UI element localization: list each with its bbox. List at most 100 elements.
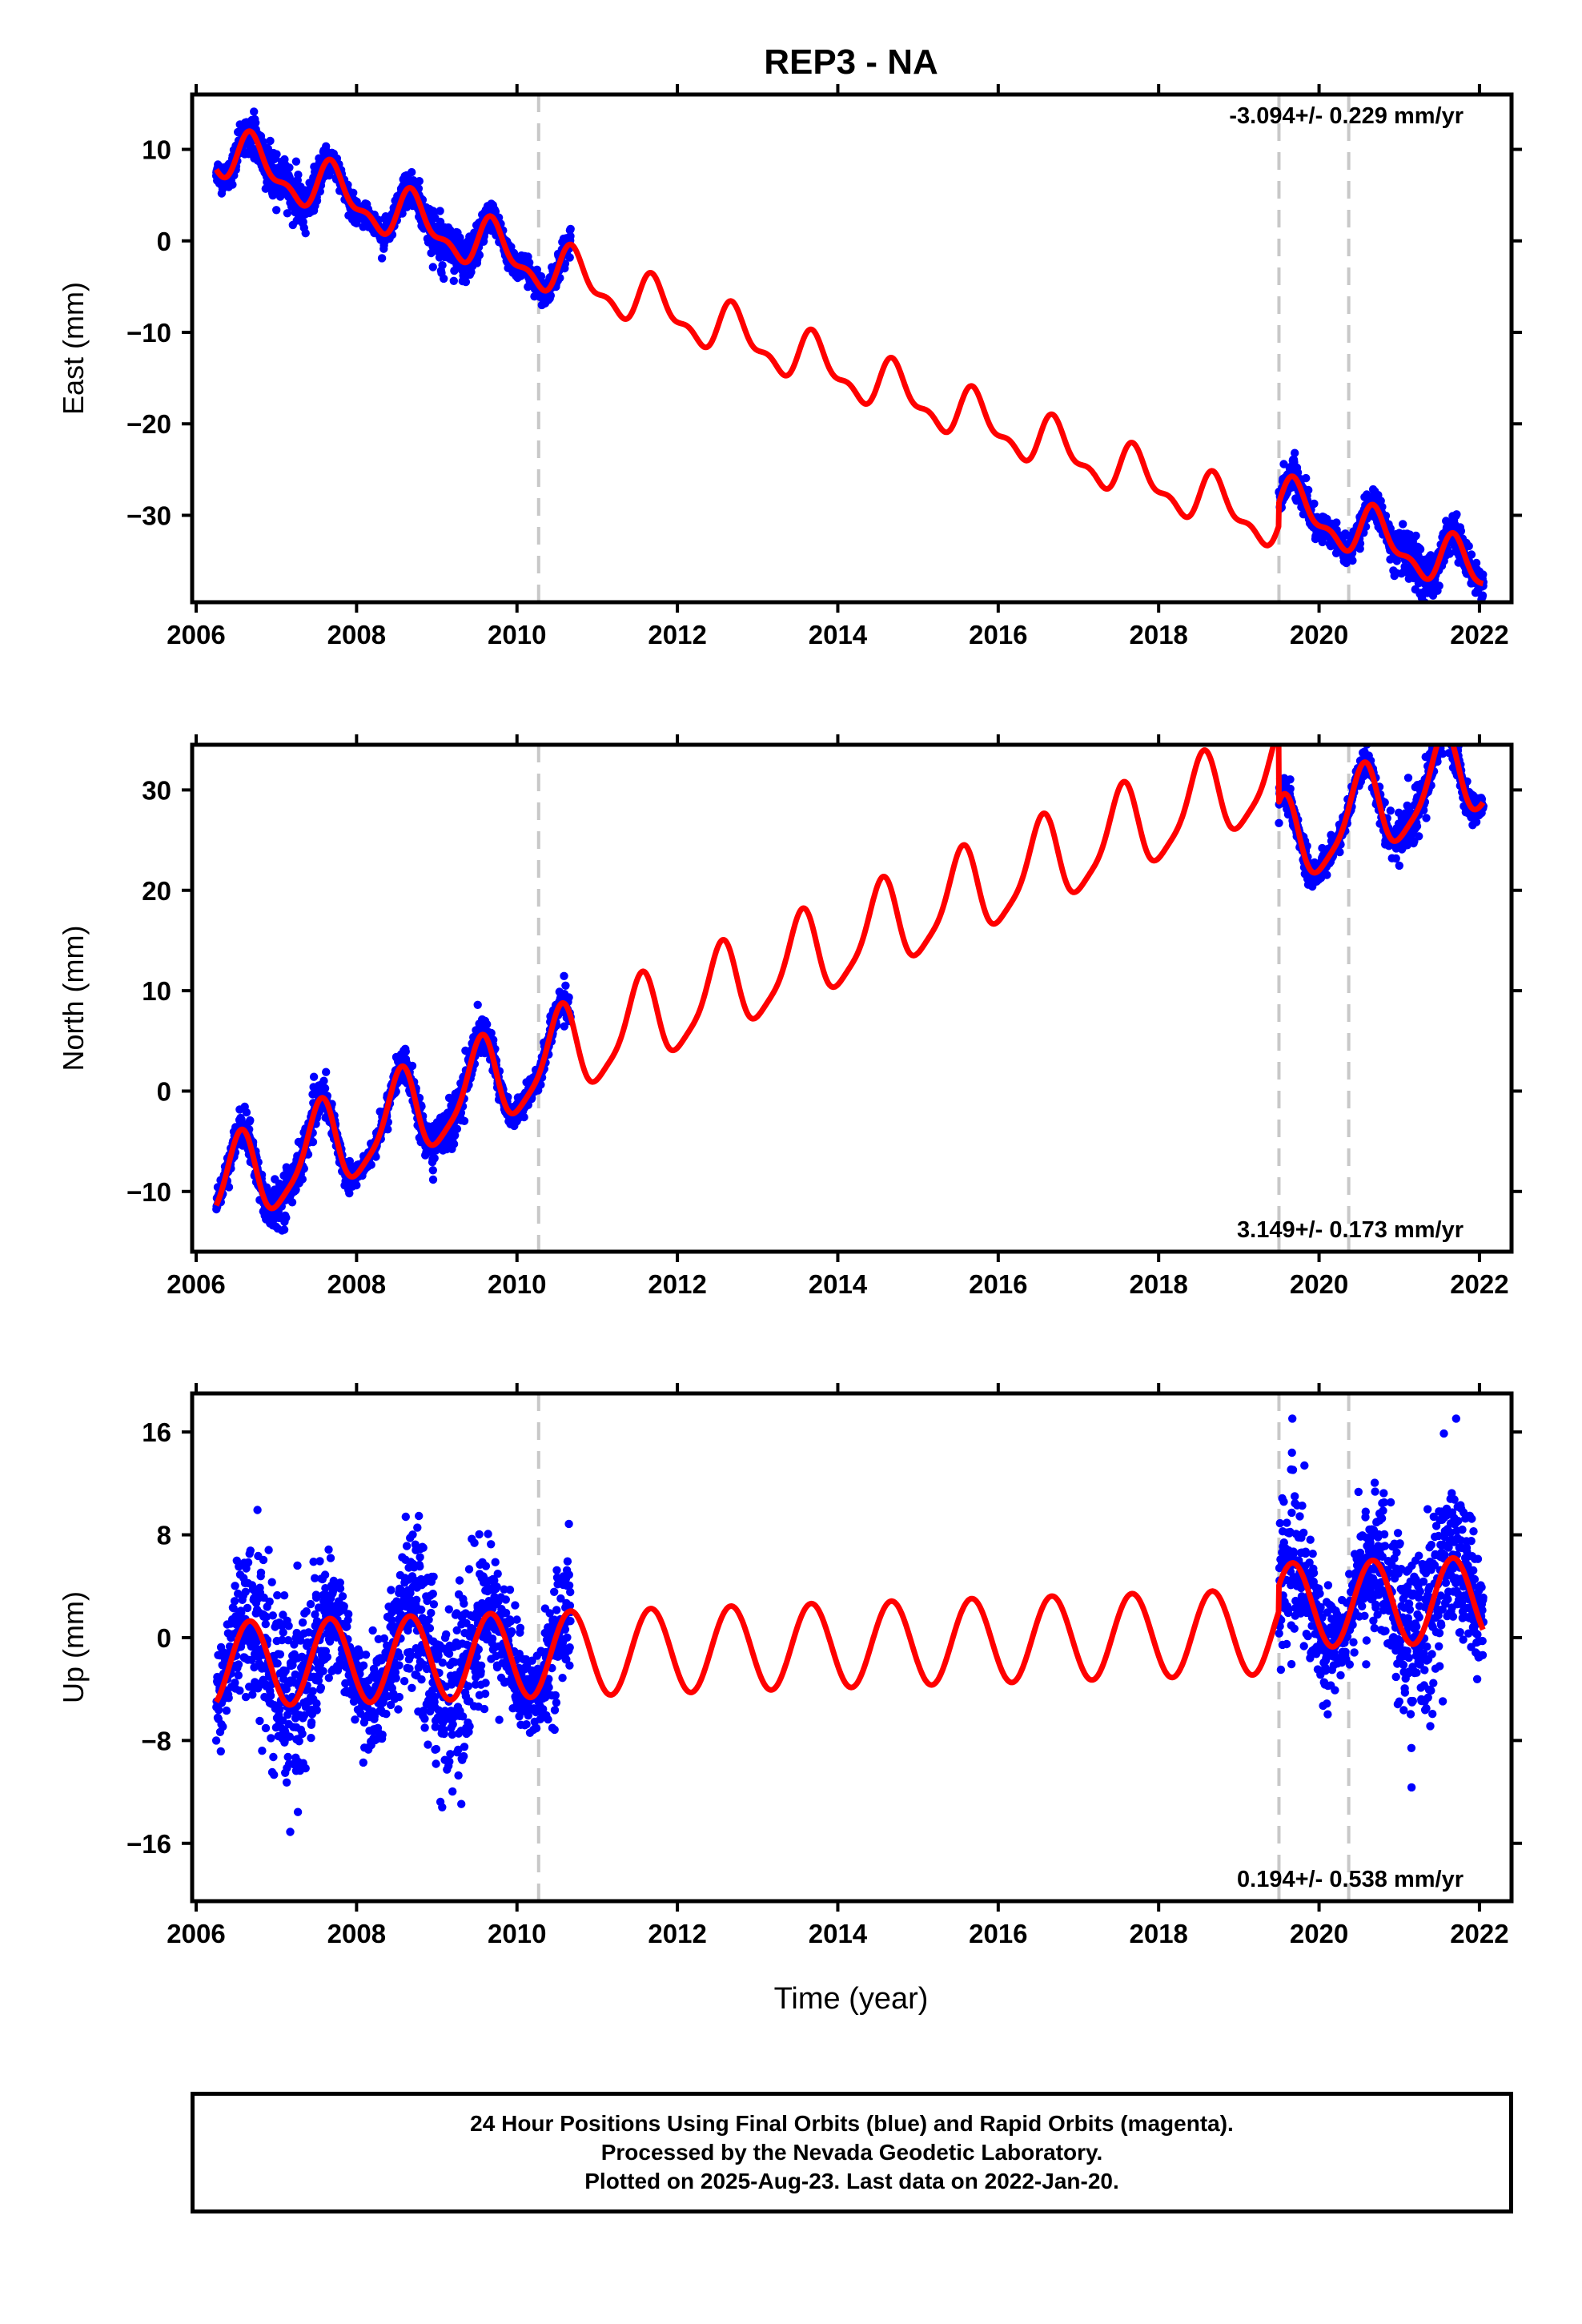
data-point — [267, 1734, 275, 1743]
data-point — [1442, 727, 1450, 735]
data-point — [1286, 784, 1295, 794]
data-point — [291, 157, 301, 166]
data-point — [1449, 734, 1457, 742]
data-point — [436, 207, 444, 215]
data-point — [320, 1084, 330, 1093]
data-point — [272, 150, 281, 159]
data-point — [246, 1546, 255, 1555]
panels: 2006 2008 2010 2012 2014 2016 2018 2020 2022100−… — [57, 84, 1522, 1948]
data-point — [228, 180, 237, 189]
data-point — [475, 251, 484, 259]
data-point — [1433, 734, 1441, 742]
data-point — [1434, 718, 1442, 726]
data-point — [272, 206, 281, 215]
data-point — [211, 1736, 221, 1745]
data-point — [460, 1116, 469, 1126]
panel-east: 2006 2008 2010 2012 2014 2016 2018 2020 2022100−… — [57, 84, 1522, 649]
east-rate-label: -3.094+/- 0.229 mm/yr — [1229, 103, 1464, 129]
data-point — [1449, 732, 1457, 740]
data-point — [1444, 734, 1452, 742]
data-point — [1452, 731, 1460, 739]
data-point — [483, 1019, 492, 1029]
data-point — [322, 1068, 331, 1076]
data-point — [273, 1659, 282, 1668]
data-point — [283, 1752, 292, 1762]
data-point — [1448, 717, 1456, 725]
y-tick-label: −10 — [126, 1177, 171, 1207]
data-point — [1440, 722, 1448, 730]
data-point — [295, 1737, 303, 1746]
data-point — [1479, 570, 1488, 579]
east-y-axis-label: East (mm) — [57, 282, 90, 415]
data-point — [1415, 545, 1425, 554]
data-point — [251, 119, 260, 127]
data-point — [264, 1546, 273, 1554]
data-point — [279, 1591, 289, 1600]
data-point — [1467, 550, 1476, 559]
data-point — [266, 1691, 275, 1700]
data-point — [224, 1694, 233, 1703]
x-tick-label: 2022 — [1450, 620, 1508, 649]
data-point — [1446, 725, 1454, 733]
data-point — [1438, 715, 1446, 723]
y-tick-label: −10 — [126, 318, 171, 348]
data-point — [428, 1166, 437, 1175]
data-point — [234, 1660, 243, 1669]
x-tick-label: 2018 — [1129, 1269, 1187, 1299]
data-point — [452, 1124, 462, 1133]
data-point — [1443, 713, 1452, 721]
data-point — [216, 1747, 225, 1756]
data-point — [461, 277, 471, 287]
data-point — [1403, 774, 1413, 782]
data-point — [261, 1619, 270, 1629]
data-point — [301, 229, 310, 238]
x-tick-label: 2016 — [969, 1269, 1027, 1299]
data-point — [1435, 726, 1443, 734]
data-point — [287, 1198, 297, 1207]
data-point — [1438, 732, 1446, 740]
data-point — [219, 1722, 227, 1731]
data-point — [307, 1734, 315, 1743]
data-point — [566, 231, 575, 241]
data-point — [259, 1555, 268, 1565]
data-point — [1478, 591, 1488, 600]
data-point — [1444, 718, 1452, 726]
north-frame — [190, 742, 1514, 1254]
panel-up: 2006 2008 2010 2012 2014 2016 2018 2020 20221680… — [57, 1383, 1522, 1948]
y-tick-label: 0 — [157, 1076, 171, 1106]
data-point — [312, 196, 322, 205]
x-tick-label: 2018 — [1129, 620, 1187, 649]
data-point — [255, 1716, 264, 1726]
data-point — [1431, 734, 1439, 742]
x-tick-label: 2010 — [488, 1269, 546, 1299]
data-point — [1442, 726, 1450, 734]
data-point — [349, 188, 358, 197]
data-point — [352, 1180, 361, 1190]
data-point — [401, 1047, 410, 1056]
x-tick-label: 2006 — [167, 1269, 225, 1299]
data-point — [1436, 725, 1444, 733]
x-tick-label: 2008 — [327, 1269, 386, 1299]
data-point — [243, 1558, 253, 1567]
data-point — [566, 224, 575, 234]
data-point — [1335, 847, 1344, 857]
data-point — [428, 263, 437, 271]
data-point — [285, 163, 294, 172]
x-tick-label: 2020 — [1290, 620, 1348, 649]
data-point — [449, 276, 458, 285]
data-point — [1435, 581, 1443, 590]
data-point — [1443, 701, 1452, 709]
data-point — [352, 219, 361, 227]
data-point — [1438, 723, 1446, 731]
data-point — [293, 1561, 302, 1570]
x-tick-label: 2006 — [167, 620, 225, 649]
data-point — [222, 1706, 231, 1715]
data-point — [1442, 726, 1450, 734]
data-point — [561, 981, 570, 991]
data-point — [234, 1671, 243, 1680]
data-point — [560, 971, 568, 981]
data-point — [302, 1607, 311, 1616]
data-point — [235, 1686, 244, 1695]
data-point — [1444, 730, 1452, 738]
